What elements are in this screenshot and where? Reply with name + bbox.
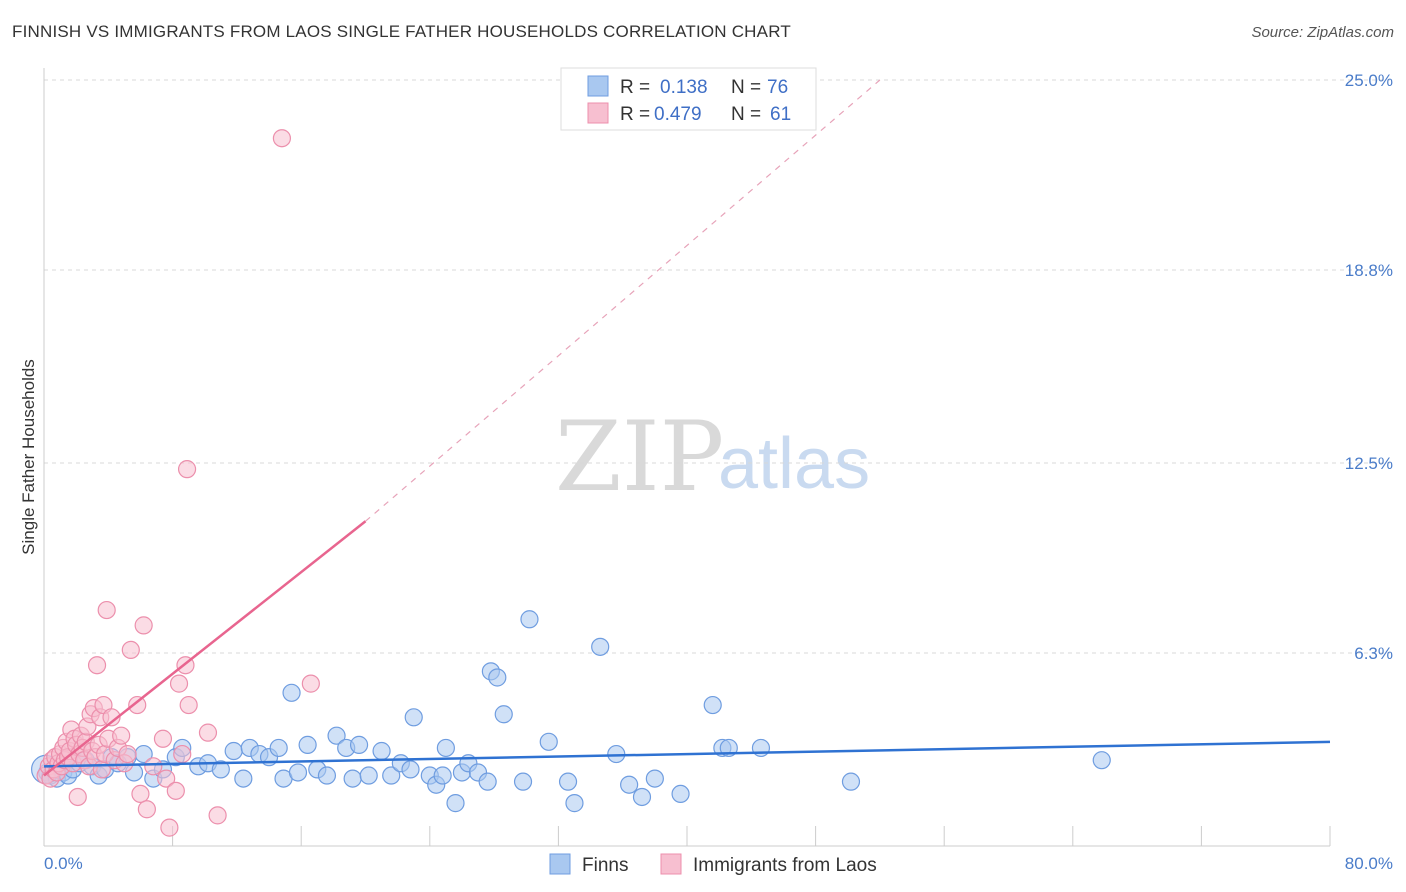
laos-point-61: [208, 806, 227, 825]
finns-point-25: [224, 741, 243, 761]
x-tick-label-max: 80.0%: [1345, 854, 1393, 873]
laos-point-53: [160, 818, 179, 837]
legend-r-value-finns: 0.138: [660, 77, 708, 98]
finns-point-62: [558, 772, 578, 791]
laos-point-45: [121, 640, 140, 660]
laos-point-52: [157, 769, 176, 788]
legend-r-label-finns: R =: [620, 77, 650, 98]
laos-point-39: [102, 708, 121, 727]
finns-point-59: [513, 772, 533, 791]
legend-n-value-finns: 76: [767, 77, 788, 98]
laos-point-54: [166, 781, 185, 800]
bottom-legend: Finns Immigrants from Laos: [549, 853, 877, 876]
finns-point-67: [632, 787, 652, 807]
finns-point-45: [401, 760, 420, 779]
legend-n-value-laos: 61: [770, 104, 791, 125]
watermark-atlas: atlas: [718, 424, 870, 504]
laos-point-62: [272, 129, 292, 148]
finns-point-36: [317, 766, 337, 785]
finns-point-49: [433, 766, 452, 785]
laos-point-19: [68, 787, 87, 807]
finns-point-61: [539, 732, 558, 751]
finns-point-40: [349, 735, 369, 754]
laos-point-47: [131, 784, 150, 804]
finns-point-34: [298, 735, 317, 754]
finns-point-51: [446, 794, 465, 813]
finns-point-75: [1092, 751, 1111, 770]
legend-r-label-laos: R =: [620, 104, 650, 125]
laos-point-37: [97, 600, 116, 620]
source-label: Source: ZipAtlas.com: [1251, 24, 1394, 41]
y-tick-label-0: 6.3%: [1354, 644, 1393, 663]
laos-point-31: [87, 656, 107, 675]
laos-point-49: [137, 800, 156, 819]
y-axis-label: Single Father Households: [19, 359, 38, 555]
watermark-zip: ZIP: [555, 401, 724, 513]
bottom-legend-swatch-laos: [660, 853, 682, 875]
finns-point-43: [382, 766, 401, 785]
bottom-legend-swatch-finns: [549, 853, 571, 875]
bottom-legend-label-finns: Finns: [582, 855, 628, 876]
laos-point-63: [301, 674, 320, 693]
finns-point-70: [703, 695, 722, 715]
finns-point-24: [211, 760, 230, 779]
laos-point-48: [134, 616, 153, 635]
laos-point-58: [177, 460, 197, 479]
gridlines: [44, 79, 1390, 654]
finns-point-37: [327, 726, 346, 745]
finns-point-42: [372, 741, 391, 761]
laos-points: [36, 129, 320, 837]
legend-n-label-finns: N =: [731, 77, 761, 98]
finns-point-74: [841, 772, 861, 791]
laos-trend-line: [43, 520, 367, 777]
finns-point-60: [520, 610, 539, 629]
legend-n-label-laos: N =: [731, 104, 761, 125]
finns-point-32: [282, 683, 301, 702]
x-tick-label-min: 0.0%: [44, 854, 83, 873]
finns-point-69: [671, 784, 690, 804]
laos-point-55: [169, 674, 189, 693]
finns-trend-line: [43, 740, 1331, 768]
finns-point-50: [436, 738, 455, 758]
finns-point-57: [488, 668, 507, 687]
x-axis-tick-marks: [172, 826, 1331, 846]
finns-point-64: [591, 637, 610, 656]
y-tick-label-1: 12.5%: [1345, 454, 1393, 473]
legend-box: R = 0.138 N = 76 R = 0.479 N = 61: [560, 67, 817, 131]
laos-point-56: [173, 744, 192, 764]
chart-title: FINNISH VS IMMIGRANTS FROM LAOS SINGLE F…: [12, 22, 791, 41]
finns-point-39: [343, 769, 362, 788]
finns-point-33: [288, 763, 308, 782]
laos-point-50: [144, 757, 163, 776]
laos-point-59: [179, 695, 198, 715]
laos-trend-extension: [365, 79, 881, 522]
laos-point-44: [118, 744, 137, 764]
finns-point-26: [234, 769, 253, 788]
finns-point-66: [620, 775, 639, 794]
finns-point-46: [404, 708, 423, 727]
finns-point-30: [269, 738, 288, 758]
finns-point-58: [494, 705, 513, 724]
y-tick-labels: 6.3% 12.5% 18.8% 25.0%: [1345, 71, 1393, 663]
laos-point-51: [153, 729, 173, 748]
finns-point-63: [565, 794, 584, 813]
finns-point-55: [478, 772, 497, 791]
finns-point-41: [359, 766, 378, 785]
laos-point-46: [128, 695, 147, 715]
laos-point-60: [198, 723, 218, 742]
y-tick-label-2: 18.8%: [1345, 261, 1393, 280]
bottom-legend-label-laos: Immigrants from Laos: [693, 855, 877, 876]
y-tick-label-3: 25.0%: [1345, 71, 1393, 90]
laos-point-42: [112, 726, 131, 745]
legend-swatch-finns: [587, 75, 609, 97]
finns-point-68: [645, 769, 664, 788]
legend-r-value-laos: 0.479: [654, 104, 702, 125]
legend-swatch-laos: [587, 102, 609, 124]
